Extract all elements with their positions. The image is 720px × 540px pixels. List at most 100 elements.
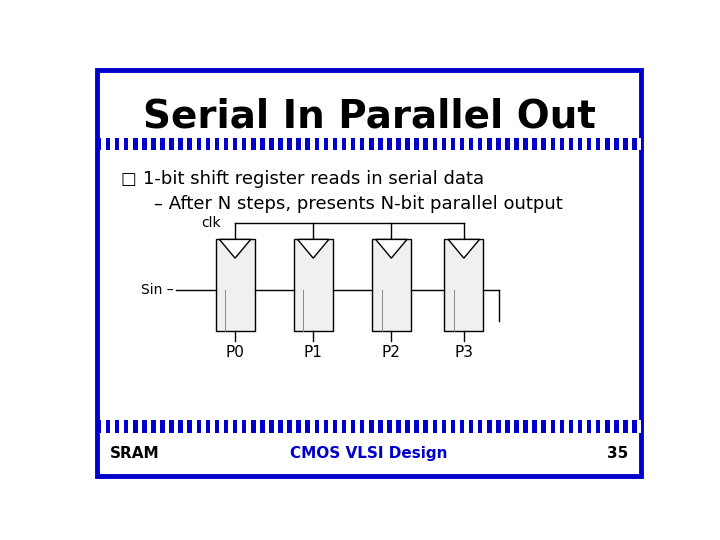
Bar: [197, 138, 201, 150]
Bar: [128, 138, 133, 150]
Bar: [269, 138, 274, 150]
Bar: [201, 420, 206, 433]
Bar: [441, 420, 446, 433]
Bar: [315, 420, 319, 433]
Bar: [455, 420, 460, 433]
Bar: [256, 138, 260, 150]
Bar: [133, 420, 138, 433]
Bar: [573, 420, 577, 433]
Bar: [460, 420, 464, 433]
Bar: [405, 420, 410, 433]
Bar: [559, 138, 564, 150]
Bar: [283, 138, 287, 150]
Bar: [333, 138, 337, 150]
Bar: [142, 138, 147, 150]
Bar: [500, 420, 505, 433]
Bar: [364, 138, 369, 150]
Bar: [342, 420, 346, 433]
Polygon shape: [449, 239, 480, 258]
Bar: [265, 420, 269, 433]
Bar: [342, 138, 346, 150]
Bar: [251, 420, 256, 433]
Bar: [487, 420, 492, 433]
Bar: [238, 420, 242, 433]
Bar: [577, 420, 582, 433]
Bar: [96, 420, 102, 433]
Bar: [169, 138, 174, 150]
Bar: [618, 138, 623, 150]
Bar: [618, 420, 623, 433]
Polygon shape: [220, 239, 251, 258]
Bar: [151, 138, 156, 150]
Bar: [156, 138, 161, 150]
Bar: [428, 138, 433, 150]
Bar: [351, 420, 356, 433]
Bar: [301, 138, 305, 150]
Bar: [396, 138, 401, 150]
Bar: [369, 138, 374, 150]
Bar: [537, 420, 541, 433]
Bar: [315, 138, 319, 150]
Bar: [133, 138, 138, 150]
Text: □: □: [121, 170, 137, 188]
Bar: [187, 420, 192, 433]
Bar: [305, 138, 310, 150]
Bar: [577, 138, 582, 150]
Bar: [106, 420, 110, 433]
Bar: [374, 138, 378, 150]
Bar: [492, 420, 496, 433]
Bar: [274, 138, 278, 150]
Bar: [415, 420, 419, 433]
Bar: [423, 138, 428, 150]
Bar: [224, 420, 228, 433]
Bar: [510, 420, 514, 433]
Bar: [582, 138, 587, 150]
Bar: [523, 138, 528, 150]
Bar: [537, 138, 541, 150]
Bar: [102, 420, 106, 433]
Bar: [292, 138, 297, 150]
Bar: [478, 138, 482, 150]
Text: – After N steps, presents N-bit parallel output: – After N steps, presents N-bit parallel…: [154, 195, 563, 213]
Bar: [482, 420, 487, 433]
Bar: [219, 420, 224, 433]
Bar: [374, 420, 378, 433]
Bar: [546, 138, 551, 150]
Bar: [210, 138, 215, 150]
Bar: [138, 420, 142, 433]
Bar: [596, 138, 600, 150]
Bar: [364, 420, 369, 433]
Bar: [473, 138, 478, 150]
Bar: [487, 138, 492, 150]
Bar: [215, 420, 219, 433]
Bar: [233, 138, 238, 150]
Bar: [446, 420, 451, 433]
Bar: [292, 420, 297, 433]
Bar: [419, 138, 423, 150]
Bar: [124, 420, 128, 433]
Bar: [138, 138, 142, 150]
Text: Serial In Parallel Out: Serial In Parallel Out: [143, 98, 595, 136]
Bar: [169, 420, 174, 433]
Bar: [124, 138, 128, 150]
Bar: [582, 420, 587, 433]
Bar: [142, 420, 147, 433]
Bar: [423, 420, 428, 433]
Text: P2: P2: [382, 346, 401, 361]
Bar: [206, 420, 210, 433]
Bar: [165, 138, 169, 150]
Bar: [600, 138, 605, 150]
Bar: [401, 420, 405, 433]
Bar: [251, 138, 256, 150]
Bar: [569, 420, 573, 433]
Bar: [356, 420, 360, 433]
Bar: [337, 420, 342, 433]
Bar: [505, 138, 510, 150]
Bar: [294, 239, 333, 331]
Bar: [278, 420, 283, 433]
Bar: [323, 138, 328, 150]
Bar: [351, 138, 356, 150]
Bar: [441, 138, 446, 150]
Bar: [551, 420, 555, 433]
Bar: [228, 138, 233, 150]
